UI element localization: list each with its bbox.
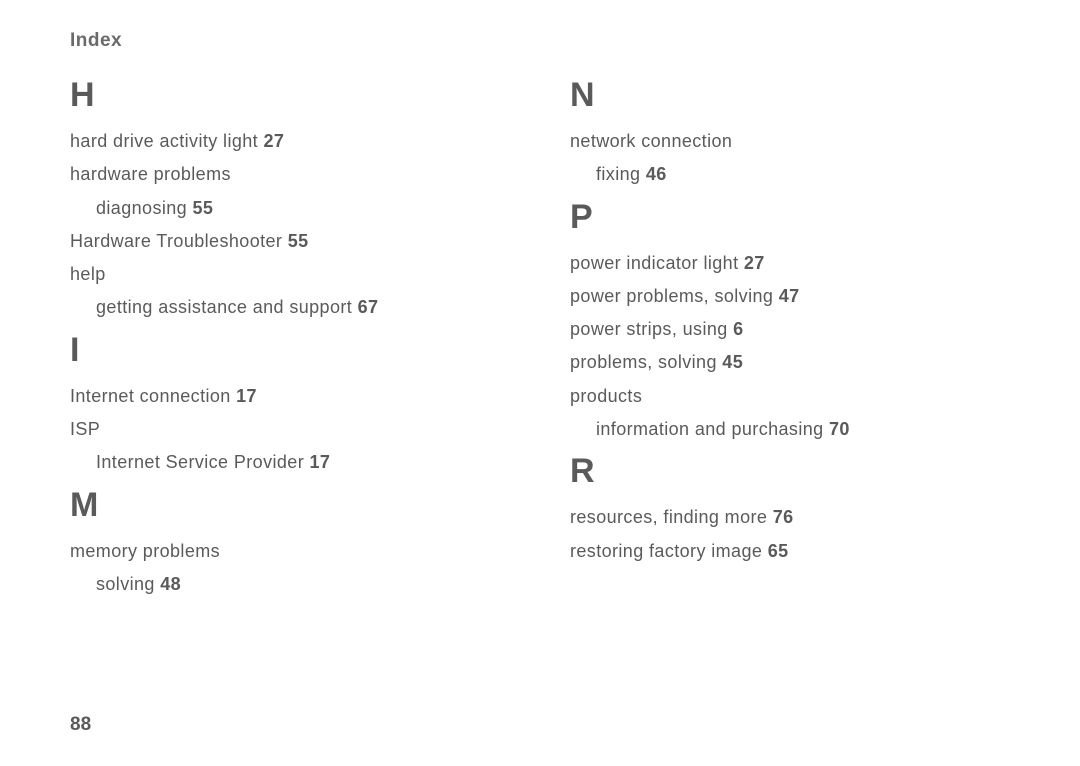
- index-entry-text: power strips, using: [570, 319, 728, 339]
- index-entry-text: ISP: [70, 419, 100, 439]
- index-entry-page: 76: [773, 507, 794, 527]
- index-entry-text: fixing: [596, 164, 640, 184]
- index-entry: problems, solving 45: [570, 346, 1010, 379]
- index-entry-text: diagnosing: [96, 198, 187, 218]
- index-entry: Internet connection 17: [70, 380, 510, 413]
- index-letter: N: [570, 76, 1010, 115]
- index-entry: Internet Service Provider 17: [70, 446, 510, 479]
- index-entry-page: 55: [288, 231, 309, 251]
- index-entry-text: information and purchasing: [596, 419, 824, 439]
- index-entry-page: 55: [192, 198, 213, 218]
- index-letter: M: [70, 486, 510, 525]
- index-entry: power strips, using 6: [570, 313, 1010, 346]
- index-entry: information and purchasing 70: [570, 413, 1010, 446]
- index-left-column: Hhard drive activity light 27 hardware pr…: [70, 70, 510, 601]
- index-entry-text: solving: [96, 574, 155, 594]
- index-entry: Hardware Troubleshooter 55: [70, 225, 510, 258]
- index-entry: ISP: [70, 413, 510, 446]
- index-entry-text: Hardware Troubleshooter: [70, 231, 282, 251]
- index-entry-text: restoring factory image: [570, 541, 762, 561]
- index-entry-text: problems, solving: [570, 352, 717, 372]
- index-entry-text: network connection: [570, 131, 732, 151]
- index-entry-text: power problems, solving: [570, 286, 773, 306]
- index-entry-text: products: [570, 386, 642, 406]
- index-entry-text: Internet connection: [70, 386, 231, 406]
- index-entry: diagnosing 55: [70, 192, 510, 225]
- page-header: Index: [70, 30, 1010, 52]
- index-entry: power indicator light 27: [570, 247, 1010, 280]
- index-entry: restoring factory image 65: [570, 535, 1010, 568]
- index-entry-page: 47: [779, 286, 800, 306]
- index-entry-page: 17: [236, 386, 257, 406]
- index-entry: hard drive activity light 27: [70, 125, 510, 158]
- index-entry: network connection: [570, 125, 1010, 158]
- index-letter: R: [570, 452, 1010, 491]
- index-entry-page: 27: [263, 131, 284, 151]
- index-letter: I: [70, 331, 510, 370]
- index-entry-text: hardware problems: [70, 164, 231, 184]
- index-entry-page: 45: [722, 352, 743, 372]
- index-entry-text: resources, finding more: [570, 507, 767, 527]
- index-entry-text: memory problems: [70, 541, 220, 561]
- index-entry-page: 17: [310, 452, 331, 472]
- index-entry: resources, finding more 76: [570, 501, 1010, 534]
- index-entry-text: getting assistance and support: [96, 297, 352, 317]
- index-entry-page: 46: [646, 164, 667, 184]
- index-letter: P: [570, 198, 1010, 237]
- index-entry-text: help: [70, 264, 106, 284]
- index-entry: help: [70, 258, 510, 291]
- index-entry: fixing 46: [570, 158, 1010, 191]
- index-entry-text: power indicator light: [570, 253, 738, 273]
- index-entry-page: 6: [733, 319, 743, 339]
- index-columns: Hhard drive activity light 27 hardware pr…: [70, 70, 1010, 601]
- index-entry: hardware problems: [70, 158, 510, 191]
- index-entry: getting assistance and support 67: [70, 291, 510, 324]
- index-entry-text: Internet Service Provider: [96, 452, 304, 472]
- index-entry-page: 70: [829, 419, 850, 439]
- index-entry-page: 67: [358, 297, 379, 317]
- index-entry-text: hard drive activity light: [70, 131, 258, 151]
- index-letter: H: [70, 76, 510, 115]
- index-entry: power problems, solving 47: [570, 280, 1010, 313]
- page-number: 88: [70, 714, 91, 736]
- index-entry: products: [570, 380, 1010, 413]
- index-entry: memory problems: [70, 535, 510, 568]
- index-entry-page: 65: [768, 541, 789, 561]
- index-entry-page: 48: [160, 574, 181, 594]
- index-right-column: Nnetwork connection fixing 46 Ppower indic…: [570, 70, 1010, 601]
- index-entry-page: 27: [744, 253, 765, 273]
- index-entry: solving 48: [70, 568, 510, 601]
